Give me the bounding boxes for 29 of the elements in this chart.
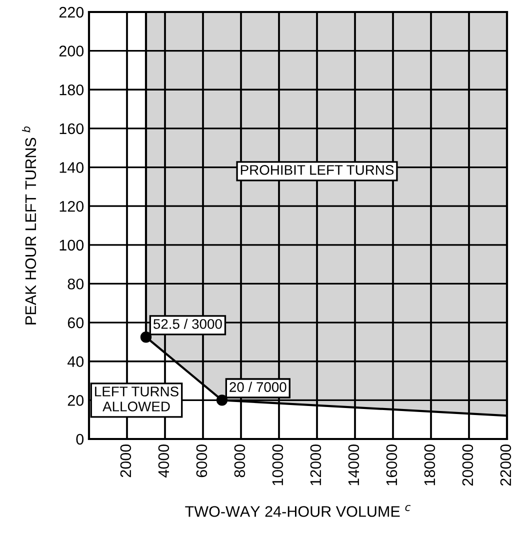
x-tick-label: 20000 — [462, 444, 474, 486]
x-axis-title: TWO-WAY 24-HOUR VOLUME $^{c}$ — [185, 504, 411, 517]
y-tick-label: 140 — [60, 162, 84, 173]
y-tick-label: 120 — [60, 200, 84, 212]
x-tick-label: 18000 — [424, 444, 436, 486]
y-tick-label: 20 — [68, 395, 84, 406]
x-tick-label: 22000 — [500, 444, 512, 486]
y-tick-label: 60 — [68, 317, 84, 328]
x-tick-label: 2000 — [120, 444, 132, 478]
annotation: 52.5 / 3000 — [154, 318, 222, 329]
x-tick-label: 10000 — [272, 444, 284, 486]
y-tick-label: 220 — [59, 6, 84, 18]
x-tick-label: 16000 — [386, 444, 398, 486]
x-tick-label: 12000 — [310, 444, 322, 486]
y-tick-label: 100 — [60, 240, 84, 251]
x-tick-label: 14000 — [348, 444, 360, 486]
x-tick-label: 6000 — [196, 444, 208, 478]
y-axis-title: PEAK HOUR LEFT TURNS $^{b}$ — [22, 126, 36, 324]
y-tick-label: 180 — [60, 84, 84, 96]
y-tick-label: 160 — [60, 123, 84, 134]
y-tick-label: 0 — [76, 434, 84, 445]
x-tick-label: 4000 — [158, 444, 170, 478]
annotation: LEFT TURNS ALLOWED — [95, 386, 178, 412]
y-tick-label: 40 — [68, 356, 84, 368]
y-tick-label: 80 — [68, 278, 84, 290]
y-tick-label: 200 — [59, 46, 84, 57]
annotation: 20 / 7000 — [230, 382, 286, 392]
x-tick-label: 8000 — [234, 444, 246, 478]
annotation: PROHIBIT LEFT TURNS — [240, 165, 394, 175]
